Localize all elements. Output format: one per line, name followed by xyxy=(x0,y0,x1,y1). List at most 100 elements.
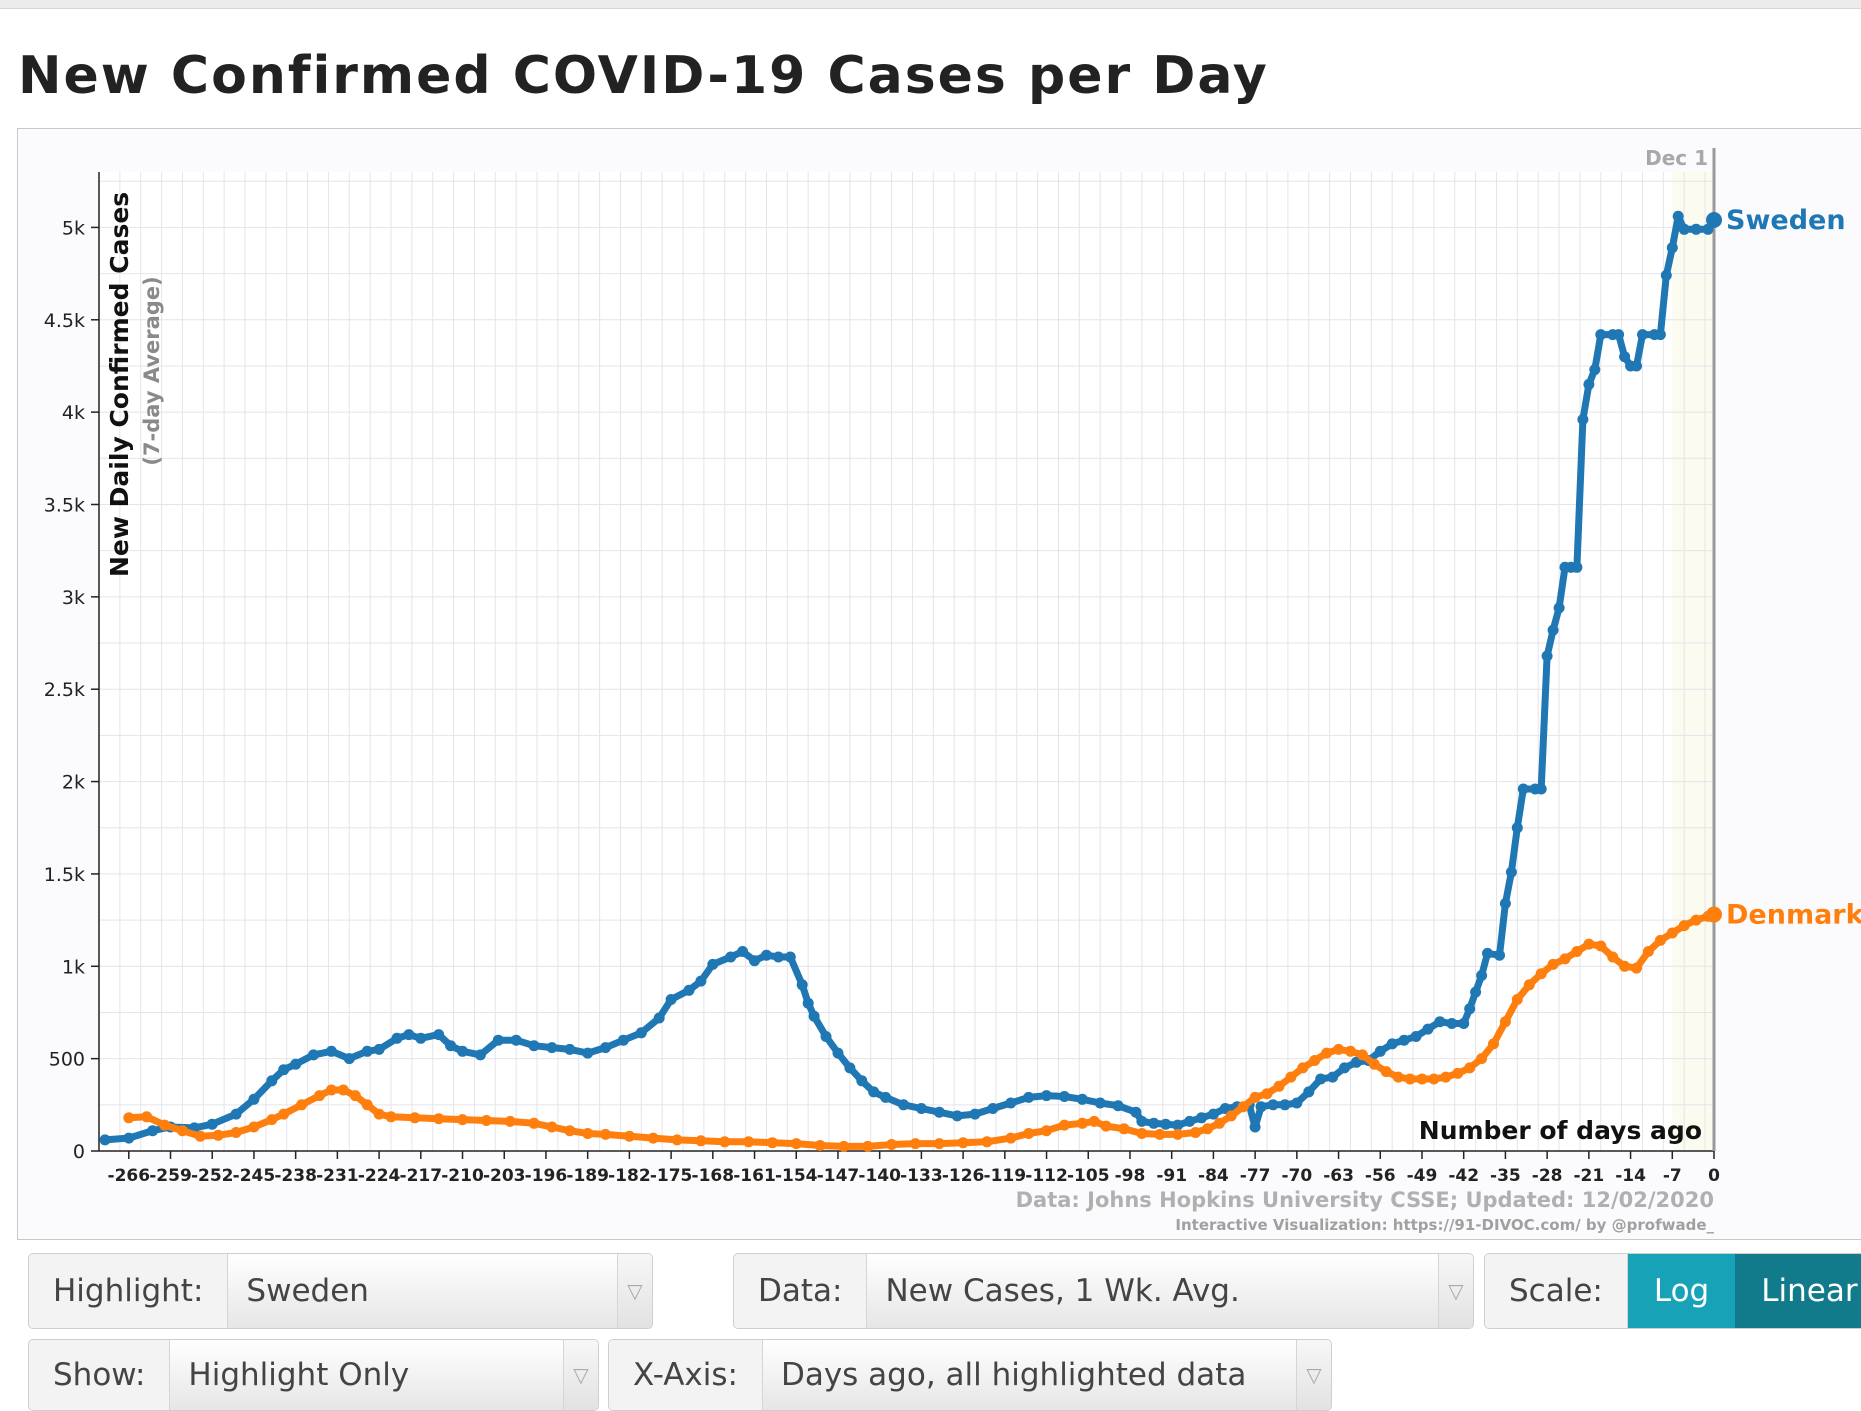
data-point-sweden xyxy=(1660,269,1672,281)
data-point-sweden xyxy=(1267,1099,1279,1111)
data-point-denmark xyxy=(1058,1119,1070,1131)
data-point-sweden xyxy=(737,946,749,957)
data-point-sweden xyxy=(1499,898,1511,909)
data-point-denmark xyxy=(373,1108,385,1120)
data-point-sweden xyxy=(1207,1108,1219,1120)
data-point-denmark xyxy=(349,1090,361,1102)
data-point-sweden xyxy=(1589,364,1601,376)
data-point-denmark xyxy=(719,1136,731,1148)
data-point-sweden xyxy=(1196,1112,1207,1124)
end-point-sweden xyxy=(1706,212,1722,229)
data-point-denmark xyxy=(743,1136,755,1148)
data-point-sweden xyxy=(1476,970,1488,981)
data-point-sweden xyxy=(1172,1119,1184,1131)
data-point-denmark xyxy=(1690,914,1702,926)
data-point-denmark xyxy=(1392,1071,1404,1083)
highlight-value[interactable]: Sweden xyxy=(228,1254,617,1328)
show-value[interactable]: Highlight Only xyxy=(170,1340,563,1410)
data-select[interactable]: Data: New Cases, 1 Wk. Avg. ▽ xyxy=(733,1253,1474,1329)
data-point-sweden xyxy=(474,1049,486,1061)
data-point-sweden xyxy=(1434,1016,1446,1028)
plot-area xyxy=(99,172,1714,1151)
data-point-denmark xyxy=(1583,938,1595,950)
data-point-sweden xyxy=(564,1043,576,1055)
data-point-sweden xyxy=(1219,1103,1231,1114)
x-tick-label: -42 xyxy=(1448,1166,1479,1186)
x-tick-label: -161 xyxy=(733,1166,776,1186)
data-point-denmark xyxy=(1416,1073,1428,1085)
scale-linear-button[interactable]: Linear xyxy=(1735,1254,1861,1328)
data-point-denmark xyxy=(296,1099,308,1111)
data-point-sweden xyxy=(1505,866,1517,878)
highlight-label: Highlight: xyxy=(29,1254,229,1328)
xaxis-select[interactable]: X-Axis: Days ago, all highlighted data ▽ xyxy=(608,1339,1332,1411)
data-point-sweden xyxy=(1494,949,1505,961)
chevron-down-icon[interactable]: ▽ xyxy=(617,1254,652,1328)
data-point-denmark xyxy=(600,1128,611,1140)
x-tick-label: -175 xyxy=(650,1166,693,1186)
show-select[interactable]: Show: Highlight Only ▽ xyxy=(28,1339,599,1411)
data-point-sweden xyxy=(266,1075,278,1087)
data-point-denmark xyxy=(1100,1120,1112,1132)
highlight-select[interactable]: Highlight: Sweden ▽ xyxy=(28,1253,653,1329)
x-tick-label: -56 xyxy=(1365,1166,1396,1186)
credit-text: Interactive Visualization: https://91-DI… xyxy=(1175,1216,1714,1234)
data-point-sweden xyxy=(147,1125,159,1137)
data-point-sweden xyxy=(761,949,772,961)
series-label-denmark: Denmark xyxy=(1726,900,1861,931)
data-point-sweden xyxy=(969,1108,981,1120)
data-point-denmark xyxy=(1345,1045,1356,1057)
data-point-sweden xyxy=(1470,986,1482,998)
data-point-sweden xyxy=(1690,223,1702,235)
data-point-sweden xyxy=(1291,1097,1303,1109)
data-point-denmark xyxy=(1631,962,1642,974)
data-point-sweden xyxy=(1631,360,1642,372)
data-point-denmark xyxy=(1488,1038,1499,1050)
data-point-denmark xyxy=(1511,994,1523,1005)
data-point-sweden xyxy=(1148,1117,1160,1129)
data-point-sweden xyxy=(1374,1045,1386,1057)
x-tick-label: -224 xyxy=(358,1166,401,1186)
data-point-denmark xyxy=(1428,1073,1440,1085)
data-point-sweden xyxy=(373,1043,385,1055)
chevron-down-icon[interactable]: ▽ xyxy=(1438,1254,1473,1328)
data-point-denmark xyxy=(1678,920,1690,932)
data-point-denmark xyxy=(1249,1091,1261,1103)
scale-log-button[interactable]: Log xyxy=(1627,1254,1736,1328)
data-point-sweden xyxy=(1386,1038,1398,1050)
data-point-denmark xyxy=(528,1117,540,1129)
data-point-denmark xyxy=(1464,1062,1476,1074)
data-point-denmark xyxy=(1595,940,1607,952)
data-point-denmark xyxy=(1237,1101,1249,1113)
data-point-sweden xyxy=(1672,210,1684,222)
xaxis-value[interactable]: Days ago, all highlighted data xyxy=(762,1340,1296,1410)
data-point-denmark xyxy=(695,1135,707,1147)
data-value[interactable]: New Cases, 1 Wk. Avg. xyxy=(867,1254,1438,1328)
x-tick-label: -266 xyxy=(108,1166,151,1186)
data-point-denmark xyxy=(123,1112,135,1124)
x-tick-label: -259 xyxy=(149,1166,192,1186)
data-point-sweden xyxy=(880,1091,892,1103)
top-bar xyxy=(0,0,1861,9)
x-tick-label: 0 xyxy=(1708,1166,1720,1186)
data-point-sweden xyxy=(1350,1056,1362,1068)
y-tick-label: 500 xyxy=(49,1049,85,1071)
chevron-down-icon[interactable]: ▽ xyxy=(1296,1340,1331,1410)
data-point-sweden xyxy=(695,975,707,987)
x-axis-label: Number of days ago xyxy=(1419,1116,1702,1145)
data-point-sweden xyxy=(1184,1115,1196,1127)
recent-week-shade xyxy=(1672,172,1714,1151)
data-point-denmark xyxy=(1368,1058,1380,1070)
data-point-sweden xyxy=(582,1047,594,1059)
y-tick-label: 3k xyxy=(62,587,85,609)
data-point-denmark xyxy=(766,1137,778,1149)
x-tick-label: -245 xyxy=(233,1166,276,1186)
data-source-text: Data: Johns Hopkins University CSSE; Upd… xyxy=(1016,1188,1714,1212)
chevron-down-icon[interactable]: ▽ xyxy=(563,1340,598,1410)
data-point-sweden xyxy=(1654,329,1666,341)
y-tick-label: 2k xyxy=(62,772,85,794)
data-point-denmark xyxy=(1261,1088,1273,1100)
data-point-sweden xyxy=(1535,783,1547,795)
data-point-denmark xyxy=(1452,1067,1464,1079)
scale-label: Scale: xyxy=(1485,1254,1628,1328)
